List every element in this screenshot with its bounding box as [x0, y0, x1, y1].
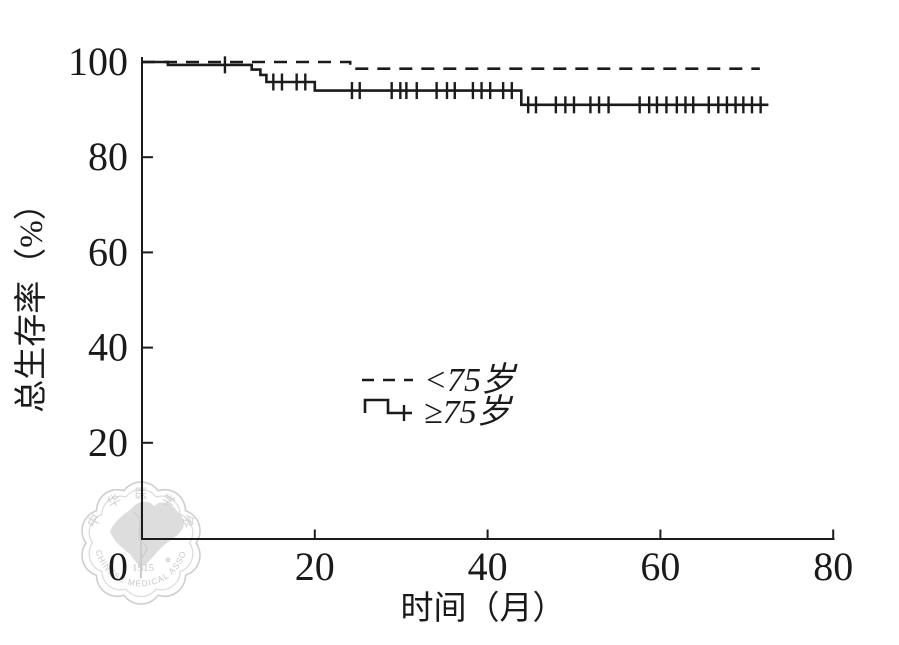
y-tick-label-3: 80 — [88, 134, 128, 179]
survival-curve-under75 — [142, 60, 760, 70]
watermark-snake — [132, 511, 148, 571]
watermark-flower-border — [88, 488, 194, 598]
watermark-china-map — [110, 501, 184, 566]
axis-frame — [141, 57, 835, 540]
x-tick-label-4: 80 — [813, 544, 853, 589]
watermark-flower-border — [81, 481, 201, 605]
plot-series — [142, 56, 769, 114]
axes: 0 20 40 60 80 20 40 60 80 100 — [68, 39, 853, 589]
y-axis-title: 总生存率（%） — [13, 187, 50, 413]
watermark-cjk-char-3: 学 — [159, 491, 178, 510]
watermark-cjk-char-4: 会 — [178, 511, 197, 530]
x-tick-label-2: 40 — [468, 544, 508, 589]
survival-curve-over75 — [142, 60, 769, 107]
y-tick-label-1: 40 — [88, 325, 128, 370]
legend-label-over75: ≥75岁 — [424, 394, 514, 431]
x-axis-title: 时间（月） — [401, 591, 566, 627]
watermark-cjk-char-0: 中 — [84, 511, 103, 530]
watermark-year: 1915 — [132, 562, 155, 574]
y-tick-label-0: 20 — [88, 420, 128, 465]
watermark-cjk-char-1: 华 — [104, 491, 123, 510]
y-tick-label-4: 100 — [68, 39, 128, 84]
y-tick-label-2: 60 — [88, 229, 128, 274]
x-tick-label-1: 20 — [295, 544, 335, 589]
watermark-org-cn-chars: 中华医学会 — [84, 486, 198, 530]
legend-step-line-sample — [363, 398, 412, 415]
legend: <75岁 ≥75岁 — [362, 362, 518, 431]
legend-label-under75: <75岁 — [424, 362, 518, 399]
x-tick-label-0: 0 — [108, 544, 128, 589]
x-tick-label-3: 60 — [640, 544, 680, 589]
watermark-island-dot — [165, 557, 171, 563]
